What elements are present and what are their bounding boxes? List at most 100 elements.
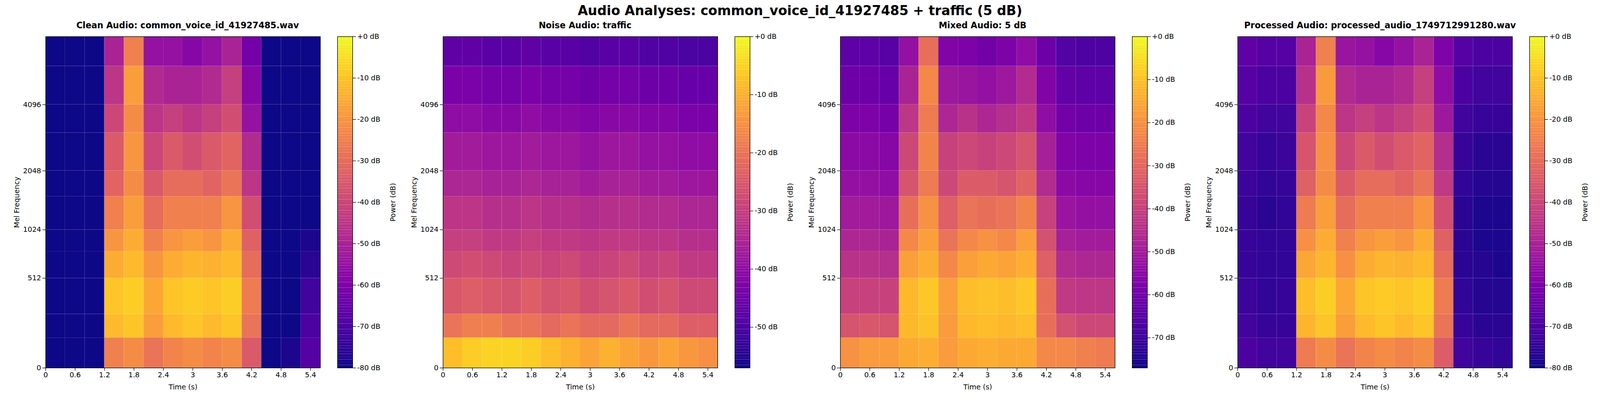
svg-text:1.2: 1.2 xyxy=(893,370,905,379)
svg-text:3: 3 xyxy=(587,370,593,379)
svg-text:1.2: 1.2 xyxy=(98,370,111,379)
svg-text:2048: 2048 xyxy=(22,166,41,175)
svg-text:-50 dB: -50 dB xyxy=(754,322,778,331)
svg-text:0: 0 xyxy=(43,370,48,379)
svg-text:-60 dB: -60 dB xyxy=(1549,280,1573,289)
svg-text:-20 dB: -20 dB xyxy=(754,148,778,157)
svg-text:4.2: 4.2 xyxy=(245,370,257,379)
svg-text:-10 dB: -10 dB xyxy=(1152,75,1176,84)
svg-text:Mel Frequency: Mel Frequency xyxy=(1205,176,1214,228)
svg-text:2.4: 2.4 xyxy=(952,370,964,379)
svg-text:5.4: 5.4 xyxy=(1099,370,1111,379)
svg-text:+0 dB: +0 dB xyxy=(356,32,380,41)
svg-text:-70 dB: -70 dB xyxy=(1549,322,1573,331)
svg-text:-30 dB: -30 dB xyxy=(1549,156,1573,165)
svg-text:-40 dB: -40 dB xyxy=(1549,197,1573,206)
svg-text:3.6: 3.6 xyxy=(613,370,626,379)
svg-text:0: 0 xyxy=(831,363,837,372)
svg-text:0.6: 0.6 xyxy=(467,370,479,379)
svg-text:-80 dB: -80 dB xyxy=(1549,363,1573,372)
svg-text:+0 dB: +0 dB xyxy=(1152,32,1175,41)
svg-text:512: 512 xyxy=(425,273,439,282)
svg-text:Power (dB): Power (dB) xyxy=(388,182,397,222)
svg-text:Power (dB): Power (dB) xyxy=(785,182,794,222)
svg-text:2048: 2048 xyxy=(817,166,837,175)
svg-text:-20 dB: -20 dB xyxy=(1549,115,1573,124)
svg-text:2048: 2048 xyxy=(420,166,439,175)
svg-text:0: 0 xyxy=(36,363,41,372)
svg-text:4.2: 4.2 xyxy=(1040,370,1052,379)
svg-text:Time (s): Time (s) xyxy=(1360,382,1390,391)
svg-text:-10 dB: -10 dB xyxy=(754,90,778,99)
svg-text:1.8: 1.8 xyxy=(128,370,140,379)
svg-text:-30 dB: -30 dB xyxy=(356,156,381,165)
svg-text:2.4: 2.4 xyxy=(554,370,566,379)
svg-text:-40 dB: -40 dB xyxy=(1152,204,1176,213)
svg-text:2.4: 2.4 xyxy=(1350,370,1362,379)
svg-text:4096: 4096 xyxy=(817,100,837,109)
svg-text:-80 dB: -80 dB xyxy=(356,363,381,372)
svg-text:512: 512 xyxy=(822,273,837,282)
svg-text:512: 512 xyxy=(27,273,41,282)
svg-text:Time (s): Time (s) xyxy=(168,382,198,391)
svg-text:1024: 1024 xyxy=(22,225,41,234)
svg-text:0: 0 xyxy=(1228,363,1234,372)
svg-text:5.4: 5.4 xyxy=(702,370,714,379)
svg-text:5.4: 5.4 xyxy=(1497,370,1509,379)
svg-text:1024: 1024 xyxy=(420,225,439,234)
svg-text:-50 dB: -50 dB xyxy=(1549,239,1573,248)
svg-text:Mel Frequency: Mel Frequency xyxy=(807,176,816,228)
svg-text:3.6: 3.6 xyxy=(1408,370,1420,379)
svg-text:-40 dB: -40 dB xyxy=(356,197,381,206)
svg-text:-60 dB: -60 dB xyxy=(1152,290,1176,299)
svg-text:Time (s): Time (s) xyxy=(962,382,993,391)
svg-text:4.2: 4.2 xyxy=(643,370,655,379)
svg-text:Time (s): Time (s) xyxy=(565,382,595,391)
svg-text:-70 dB: -70 dB xyxy=(1152,333,1176,342)
svg-text:1.2: 1.2 xyxy=(496,370,508,379)
svg-text:Power (dB): Power (dB) xyxy=(1580,182,1589,222)
svg-text:3.6: 3.6 xyxy=(1011,370,1023,379)
svg-text:4096: 4096 xyxy=(420,100,439,109)
svg-text:Mel Frequency: Mel Frequency xyxy=(409,176,419,228)
svg-text:4096: 4096 xyxy=(22,100,41,109)
svg-text:1.8: 1.8 xyxy=(922,370,935,379)
svg-text:+0 dB: +0 dB xyxy=(754,32,777,41)
svg-text:4.8: 4.8 xyxy=(1467,370,1479,379)
svg-text:3: 3 xyxy=(985,370,991,379)
svg-text:512: 512 xyxy=(1219,273,1234,282)
svg-text:4.2: 4.2 xyxy=(1438,370,1450,379)
svg-text:-10 dB: -10 dB xyxy=(356,73,381,82)
svg-text:4.8: 4.8 xyxy=(1070,370,1082,379)
svg-text:-70 dB: -70 dB xyxy=(356,322,381,331)
svg-text:1.8: 1.8 xyxy=(525,370,537,379)
svg-text:-60 dB: -60 dB xyxy=(356,280,381,289)
svg-text:0: 0 xyxy=(838,370,843,379)
svg-text:0.6: 0.6 xyxy=(864,370,876,379)
svg-text:0.6: 0.6 xyxy=(69,370,81,379)
svg-text:2.4: 2.4 xyxy=(157,370,169,379)
svg-text:-30 dB: -30 dB xyxy=(1152,161,1176,170)
svg-text:1.8: 1.8 xyxy=(1320,370,1332,379)
svg-text:1.2: 1.2 xyxy=(1291,370,1303,379)
svg-text:5.4: 5.4 xyxy=(304,370,317,379)
svg-text:-50 dB: -50 dB xyxy=(356,239,381,248)
svg-text:0.6: 0.6 xyxy=(1261,370,1273,379)
svg-text:4.8: 4.8 xyxy=(275,370,287,379)
svg-text:-10 dB: -10 dB xyxy=(1549,73,1573,82)
svg-text:4096: 4096 xyxy=(1215,100,1234,109)
svg-text:0: 0 xyxy=(440,370,446,379)
svg-text:3.6: 3.6 xyxy=(216,370,228,379)
svg-text:1024: 1024 xyxy=(1215,225,1234,234)
svg-text:-20 dB: -20 dB xyxy=(1152,118,1176,127)
svg-text:-20 dB: -20 dB xyxy=(356,115,381,124)
svg-text:3: 3 xyxy=(190,370,195,379)
svg-text:Power (dB): Power (dB) xyxy=(1183,182,1192,222)
svg-text:+0 dB: +0 dB xyxy=(1549,32,1572,41)
svg-text:-50 dB: -50 dB xyxy=(1152,247,1176,256)
svg-text:2048: 2048 xyxy=(1215,166,1234,175)
svg-text:-40 dB: -40 dB xyxy=(754,264,778,273)
svg-text:1024: 1024 xyxy=(817,225,837,234)
svg-text:4.8: 4.8 xyxy=(673,370,685,379)
svg-text:0: 0 xyxy=(1235,370,1241,379)
